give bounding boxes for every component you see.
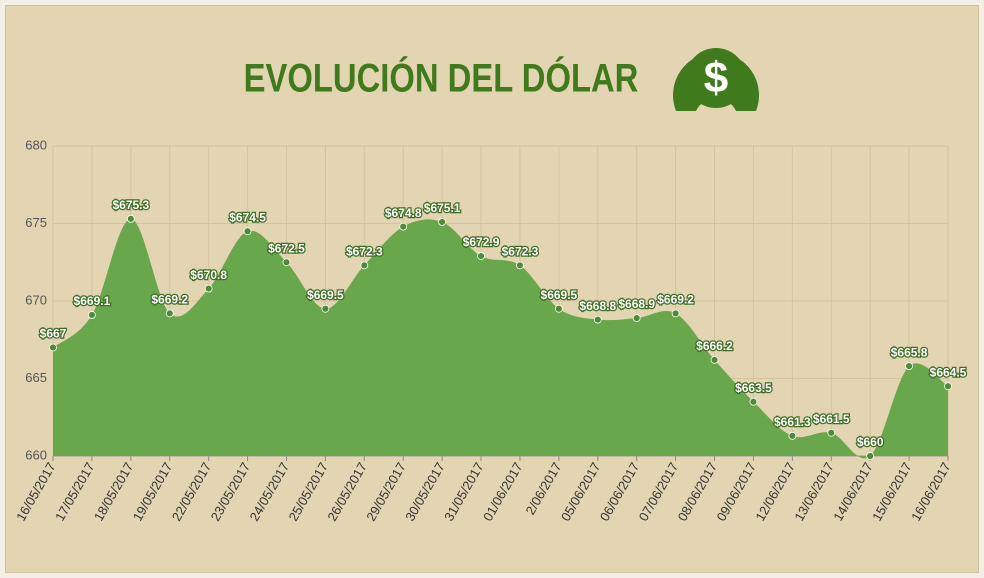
point — [710, 355, 719, 364]
value-label: $668.8 — [579, 299, 616, 313]
x-tick-label: 05/06/2017 — [558, 460, 604, 524]
point — [632, 314, 641, 322]
x-tick-label: 14/06/2017 — [830, 460, 876, 524]
x-tick-label: 19/05/2017 — [130, 460, 176, 524]
point — [204, 284, 213, 293]
point — [866, 452, 875, 460]
value-label: $672.3 — [502, 245, 539, 259]
x-tick-label: 15/06/2017 — [869, 460, 915, 524]
value-label: $672.5 — [268, 241, 305, 255]
value-label: $661.5 — [813, 412, 850, 426]
x-tick-label: 09/06/2017 — [713, 460, 759, 524]
x-tick-label: 18/05/2017 — [91, 460, 137, 524]
value-label: $660 — [857, 435, 884, 449]
value-label: $665.8 — [891, 345, 928, 359]
y-tick-label: 680 — [25, 137, 47, 152]
point — [827, 428, 836, 437]
point — [944, 382, 952, 391]
y-tick-label: 675 — [25, 215, 47, 230]
x-tick-label: 12/06/2017 — [752, 460, 798, 524]
x-tick-label: 16/06/2017 — [908, 460, 954, 524]
value-label: $669.1 — [74, 294, 111, 308]
value-label: $675.3 — [112, 198, 149, 212]
point — [788, 431, 797, 440]
value-label: $672.3 — [346, 245, 383, 259]
x-tick-label: 13/06/2017 — [791, 460, 837, 524]
point — [905, 362, 913, 371]
point — [516, 261, 524, 270]
chart-title: EVOLUCIÓN DEL DÓLAR — [244, 54, 639, 100]
point — [282, 258, 291, 267]
x-tick-label: 17/05/2017 — [52, 460, 98, 524]
x-tick-label: 31/05/2017 — [441, 460, 487, 524]
point — [438, 218, 447, 226]
value-label: $674.8 — [385, 206, 422, 220]
value-label: $670.8 — [190, 268, 227, 282]
x-tick-label: 08/06/2017 — [675, 460, 721, 524]
value-label: $663.5 — [735, 381, 772, 395]
x-tick-label: 2/06/2017 — [523, 460, 565, 518]
x-tick-label: 24/05/2017 — [247, 460, 293, 524]
value-label: $666.2 — [696, 339, 733, 353]
y-tick-label: 660 — [25, 447, 47, 462]
x-tick-label: 23/05/2017 — [208, 460, 254, 524]
value-label: $664.5 — [930, 365, 967, 379]
x-tick-label: 06/06/2017 — [597, 460, 643, 524]
x-tick-label: 30/05/2017 — [402, 460, 448, 524]
x-tick-label: 22/05/2017 — [169, 460, 215, 524]
y-tick-label: 665 — [25, 370, 47, 385]
chart: EVOLUCIÓN DEL DÓLAR $ 660 665 670 675 680 16/… — [13, 48, 968, 524]
value-label: $669.5 — [541, 288, 578, 302]
value-label: $672.9 — [463, 235, 500, 249]
point — [671, 309, 680, 318]
point — [749, 397, 758, 406]
value-label: $674.5 — [229, 210, 266, 224]
x-tick-label: 29/05/2017 — [363, 460, 409, 524]
x-tick-label: 25/05/2017 — [285, 460, 331, 524]
area — [53, 218, 948, 459]
value-label: $667 — [40, 327, 67, 341]
value-label: $669.2 — [151, 293, 188, 307]
point — [165, 309, 174, 318]
value-label: $668.9 — [618, 297, 655, 311]
point — [49, 343, 57, 352]
point — [126, 214, 135, 223]
dollar-icon: $ — [673, 48, 759, 111]
point — [554, 304, 563, 313]
chart-panel: EVOLUCIÓN DEL DÓLAR $ 660 665 670 675 680 16/… — [5, 5, 979, 573]
value-label: $661.3 — [774, 415, 811, 429]
x-tick-label: 01/06/2017 — [480, 460, 526, 524]
svg-text:$: $ — [704, 54, 728, 103]
point — [321, 304, 330, 313]
x-tick-label: 16/05/2017 — [13, 460, 59, 524]
y-tick-label: 670 — [25, 292, 47, 307]
point — [593, 315, 602, 324]
point — [399, 222, 408, 231]
value-label: $669.5 — [307, 288, 344, 302]
point — [477, 252, 485, 260]
point — [360, 261, 369, 270]
value-label: $669.2 — [657, 293, 694, 307]
x-tick-label: 26/05/2017 — [324, 460, 370, 524]
value-label: $675.1 — [424, 201, 461, 215]
x-tick-label: 07/06/2017 — [636, 460, 682, 524]
point — [243, 227, 252, 236]
point — [88, 311, 96, 319]
